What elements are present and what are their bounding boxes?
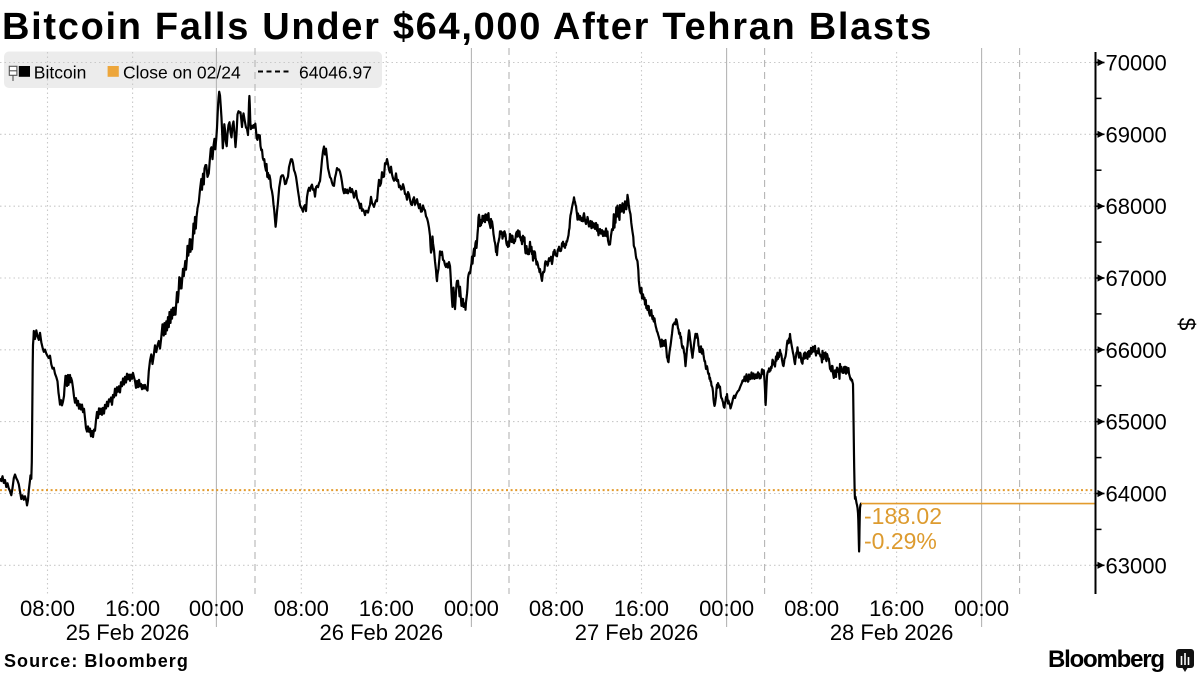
svg-text:Close on 02/24: Close on 02/24 [123, 63, 241, 83]
svg-text:00:00: 00:00 [954, 596, 1009, 621]
svg-text:16:00: 16:00 [869, 596, 924, 621]
svg-text:25 Feb 2026: 25 Feb 2026 [66, 620, 190, 645]
svg-text:08:00: 08:00 [784, 596, 839, 621]
svg-text:-0.29%: -0.29% [864, 528, 937, 554]
svg-text:27 Feb 2026: 27 Feb 2026 [575, 620, 699, 645]
svg-text:00:00: 00:00 [699, 596, 754, 621]
svg-text:$: $ [1174, 318, 1199, 331]
svg-text:00:00: 00:00 [189, 596, 244, 621]
svg-text:00:00: 00:00 [444, 596, 499, 621]
svg-text:16:00: 16:00 [105, 596, 160, 621]
svg-text:64000: 64000 [1106, 482, 1167, 507]
svg-text:67000: 67000 [1106, 266, 1167, 291]
svg-text:-188.02: -188.02 [864, 503, 942, 529]
svg-text:65000: 65000 [1106, 410, 1167, 435]
svg-text:Bitcoin: Bitcoin [34, 63, 87, 83]
svg-text:16:00: 16:00 [359, 596, 414, 621]
svg-text:63000: 63000 [1106, 553, 1167, 578]
svg-text:66000: 66000 [1106, 338, 1167, 363]
svg-text:69000: 69000 [1106, 122, 1167, 147]
svg-text:64046.97: 64046.97 [299, 63, 372, 83]
svg-text:08:00: 08:00 [529, 596, 584, 621]
svg-text:08:00: 08:00 [20, 596, 75, 621]
svg-text:08:00: 08:00 [274, 596, 329, 621]
svg-text:Source: Bloomberg: Source: Bloomberg [4, 651, 189, 671]
svg-text:70000: 70000 [1106, 51, 1167, 76]
svg-text:26 Feb 2026: 26 Feb 2026 [320, 620, 444, 645]
svg-text:28 Feb 2026: 28 Feb 2026 [830, 620, 954, 645]
svg-text:16:00: 16:00 [614, 596, 669, 621]
svg-text:Bloomberg: Bloomberg [1048, 646, 1164, 673]
svg-text:68000: 68000 [1106, 194, 1167, 219]
svg-text:Bitcoin Falls Under $64,000 Af: Bitcoin Falls Under $64,000 After Tehran… [2, 6, 933, 48]
